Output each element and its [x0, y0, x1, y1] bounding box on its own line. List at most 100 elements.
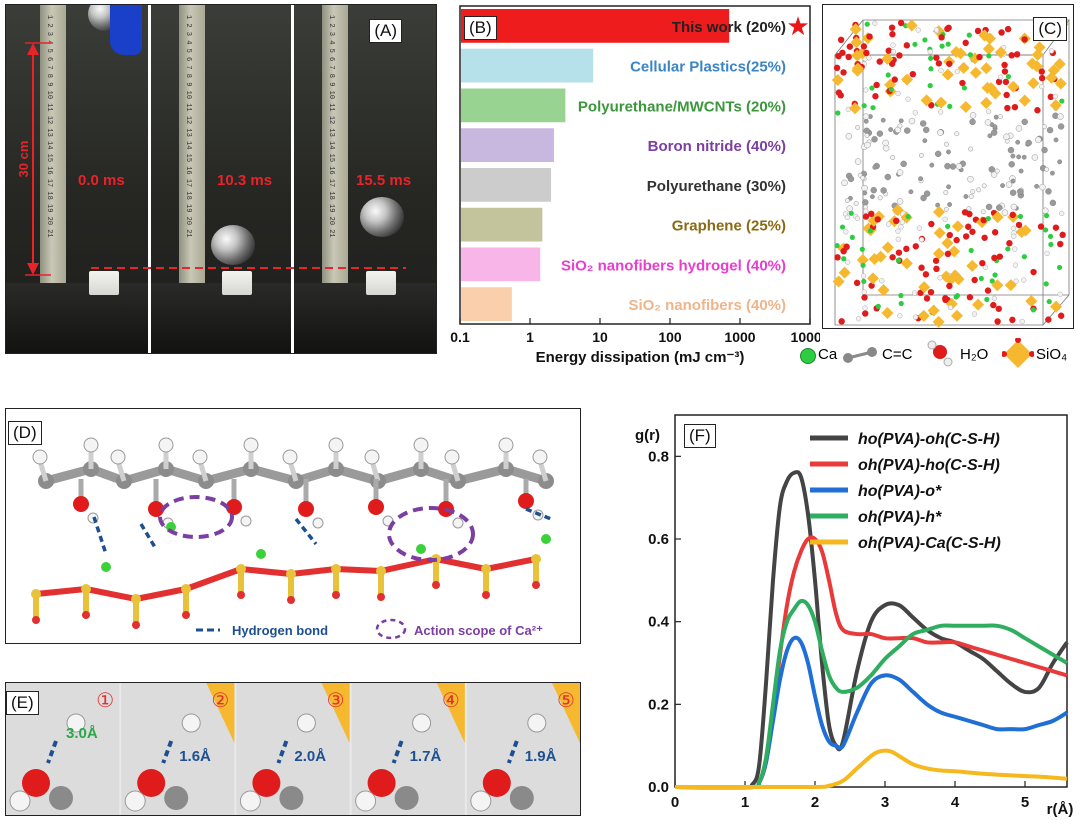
y-axis-label: g(r) [635, 427, 660, 444]
legend-hydrogen-bond: Hydrogen bond [232, 623, 328, 638]
legend-sio4: SiO₄ [1036, 346, 1068, 363]
ca-scope-legend-icon [375, 618, 407, 640]
series-lines [674, 470, 1069, 790]
ruler: 1 2 3 4 5 6 7 8 9 10 11 12 13 14 15 16 1… [40, 5, 66, 290]
height-label: 30 cm [16, 141, 31, 178]
x-tick-label-4: 4 [951, 794, 960, 811]
bar-4 [461, 168, 552, 202]
panel-c-molecular-model: (C) [822, 4, 1074, 329]
bar-labels: This work (20%) Cellular Plastics(25%) Pol… [561, 11, 810, 314]
x-tick-label-1: 1 [526, 329, 534, 345]
legend-cc: C=C [882, 346, 913, 363]
closeup-distance-2: 2.0Å [294, 748, 326, 765]
x-axis-label: Energy dissipation (mJ cm⁻³) [536, 349, 745, 366]
x-tick-label-0: 0 [671, 794, 679, 811]
x-tick-label-2: 2 [811, 794, 819, 811]
closeup-number-3: ④ [442, 690, 460, 712]
frame-2: 1 2 3 4 5 6 7 8 9 10 11 12 13 14 15 16 1… [151, 5, 291, 353]
glove [110, 5, 142, 55]
interface-structure: Hydrogen bond Action scope of Ca²⁺ [31, 437, 554, 640]
ruler: 1 2 3 4 5 6 7 8 9 10 11 12 13 14 15 16 1… [322, 5, 348, 290]
bar-6 [461, 247, 541, 282]
panel-e-bond-closeups: ① 3.0Å ② 1.6Å ③ 2.0Å ④ 1.7Å ⑤ 1.9Å (E) [5, 682, 581, 816]
x-tick-label-3: 3 [881, 794, 889, 811]
x-tick-label-2: 10 [592, 329, 608, 345]
bar-0 [461, 9, 730, 43]
axis-ticks: 0 1 2 3 4 5 0.0 0.2 0.4 0.6 0.8 [648, 448, 1029, 811]
carbon-double-bond-icon [843, 347, 877, 363]
y-tick-label-0: 0.0 [648, 779, 669, 796]
legend-h2o: H₂O [960, 346, 989, 363]
closeup-number-1: ② [211, 690, 229, 712]
panel-d-interface-model: Hydrogen bond Action scope of Ca²⁺ (D) [5, 408, 581, 644]
bar-5 [461, 207, 543, 242]
series-line-2 [674, 635, 1069, 790]
sample-cube [366, 271, 396, 295]
legend-ca-scope: Action scope of Ca²⁺ [414, 623, 543, 638]
panel-a-drop-test-photo: 1 2 3 4 5 6 7 8 9 10 11 12 13 14 15 16 1… [5, 4, 437, 354]
x-tick-label-3: 100 [658, 329, 682, 345]
water-molecule-icon [927, 340, 953, 367]
series-line-4 [674, 748, 1068, 790]
panel-b-energy-chart: This work (20%) Cellular Plastics(25%) Pol… [450, 5, 820, 366]
x-tick-label-4: 1000 [724, 329, 755, 345]
arrow-head-top [27, 43, 39, 55]
closeup-number-2: ③ [327, 690, 345, 712]
plot-frame [674, 414, 1068, 788]
frame-3: 1 2 3 4 5 6 7 8 9 10 11 12 13 14 15 16 1… [294, 5, 436, 353]
panel-label-e: (E) [6, 691, 39, 715]
sample-cube [222, 271, 252, 295]
frame-1: 1 2 3 4 5 6 7 8 9 10 11 12 13 14 15 16 1… [6, 5, 148, 353]
x-ticks: 0.1 1 10 100 1000 10000 [450, 318, 820, 345]
bar-label-6: SiO₂ nanofibers hydrogel (40%) [561, 257, 786, 274]
bar-label-4: Polyurethane (30%) [647, 178, 786, 195]
calcium-atom-icon [800, 348, 816, 364]
legend: ho(PVA)-oh(C-S-H) oh(PVA)-ho(C-S-H) ho(PVA… [810, 431, 1001, 552]
ruler: 1 2 3 4 5 6 7 8 9 10 11 12 13 14 15 16 1… [179, 5, 205, 290]
x-axis-label: r(Å) [1047, 801, 1074, 818]
bond-closeups: ① 3.0Å ② 1.6Å ③ 2.0Å ④ 1.7Å ⑤ 1.9Å [6, 683, 580, 815]
closeup-distance-4: 1.9Å [525, 748, 557, 765]
y-tick-label-1: 0.2 [648, 696, 669, 713]
legend-ca: Ca [818, 346, 838, 363]
legend-label-0: ho(PVA)-oh(C-S-H) [858, 431, 1000, 448]
time-label-3: 15.5 ms [356, 172, 412, 189]
bar-label-7: SiO₂ nanofibers (40%) [628, 297, 786, 314]
x-tick-label-5: 5 [1021, 794, 1029, 811]
closeup-number-0: ① [96, 690, 114, 712]
bar-2 [461, 88, 566, 123]
bar-3 [461, 128, 554, 162]
legend-label-1: oh(PVA)-ho(C-S-H) [858, 457, 1000, 474]
silicate-tetrahedron-icon [1002, 338, 1034, 368]
closeup-distance-0: 3.0Å [66, 725, 98, 742]
x-tick-label-0: 0.1 [450, 329, 470, 345]
star-icon: ★ [786, 11, 809, 41]
closeup-distance-3: 1.7Å [410, 748, 442, 765]
y-tick-label-3: 0.6 [648, 531, 669, 548]
bar-label-3: Boron nitride (40%) [648, 138, 786, 155]
x-tick-label-5: 10000 [791, 329, 820, 345]
legend-label-4: oh(PVA)-Ca(C-S-H) [858, 535, 1001, 552]
bars [461, 9, 730, 321]
bar-label-0: This work (20%) [672, 19, 786, 36]
panel-a-annotations: 30 cm [16, 42, 406, 276]
legend-label-2: ho(PVA)-o* [858, 483, 942, 500]
closeup-distance-1: 1.6Å [179, 748, 211, 765]
molecular-structure [831, 18, 1070, 328]
steel-ball [211, 225, 255, 265]
y-tick-label-2: 0.4 [648, 614, 670, 631]
series-line-3 [674, 598, 1069, 790]
panel-c-legend: Ca C=C H₂O SiO₄ [798, 338, 1078, 372]
panel-label-b: (B) [464, 16, 497, 40]
panel-f-rdf-chart: g(r) r(Å) 0 1 2 3 4 5 0.0 0.2 0.4 0.6 0.8 ho(PVA)-… [635, 414, 1074, 818]
x-tick-label-1: 1 [741, 794, 749, 811]
sample-cube [89, 271, 119, 295]
y-tick-label-4: 0.8 [648, 448, 669, 465]
panel-label-d: (D) [8, 421, 42, 445]
bar-label-2: Polyurethane/MWCNTs (20%) [578, 98, 786, 115]
bar-7 [461, 287, 512, 321]
bar-label-1: Cellular Plastics(25%) [630, 59, 786, 76]
bar-1 [461, 48, 594, 83]
panel-label-f: (F) [684, 424, 716, 448]
legend-label-3: oh(PVA)-h* [858, 509, 942, 526]
